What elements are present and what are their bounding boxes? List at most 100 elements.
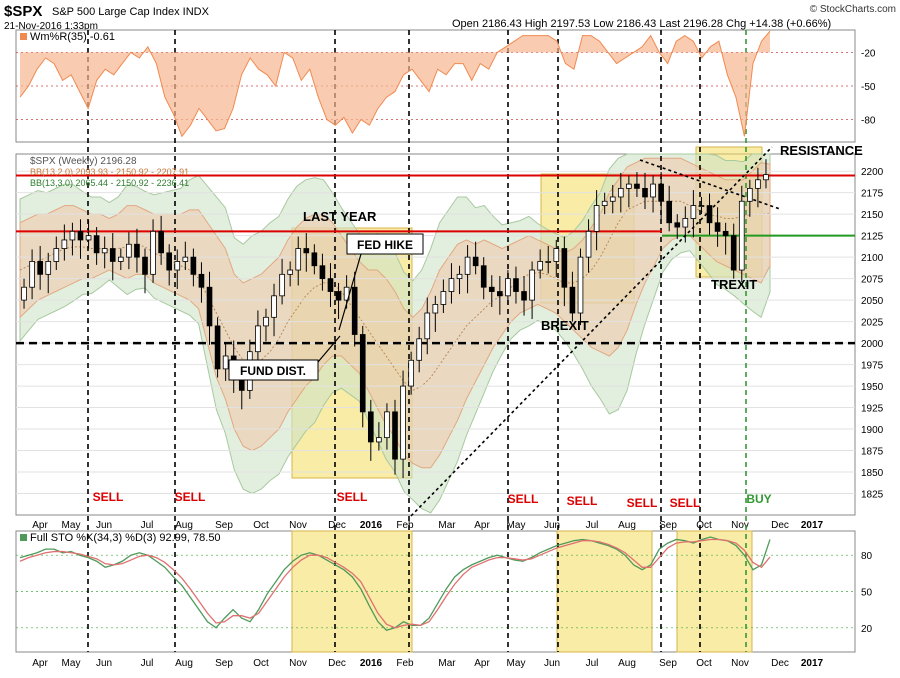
candle-body xyxy=(29,261,35,288)
wmr-line xyxy=(19,30,771,138)
wmr-legend-swatch xyxy=(20,33,27,40)
price-x-tick-label: Oct xyxy=(696,520,712,531)
candle-body xyxy=(609,196,616,202)
price-tick-label: 2200 xyxy=(861,167,884,178)
fund-dist-box xyxy=(228,359,319,381)
price-tick-label: 2075 xyxy=(861,275,884,286)
candle-body xyxy=(593,205,600,232)
candle-body xyxy=(69,230,76,241)
candle-body xyxy=(488,286,495,292)
wmr-tick-label: -20 xyxy=(861,48,876,59)
candle-body xyxy=(335,291,342,301)
candle-body xyxy=(376,437,382,443)
candle-body xyxy=(674,222,681,228)
price-x-tick-label: Dec xyxy=(771,520,789,531)
candle-body xyxy=(448,278,455,292)
candle-body xyxy=(384,411,390,439)
candle-body xyxy=(392,411,398,460)
price-x-tick-label: Sep xyxy=(215,520,233,531)
price-tick-label: 2150 xyxy=(861,210,884,221)
price-x-tick-label: Dec xyxy=(328,520,346,531)
candle-body xyxy=(109,248,116,262)
fund-dist-pointer xyxy=(317,335,341,363)
price-tick-label: 2125 xyxy=(861,232,884,243)
stochastic-x-tick-label: May xyxy=(62,658,81,669)
candle-body xyxy=(327,278,334,292)
candle-body xyxy=(255,325,261,353)
stochastic-x-tick-label: Apr xyxy=(474,658,490,669)
price-x-tick-label: Nov xyxy=(289,520,307,531)
price-x-tick-label: Aug xyxy=(175,520,193,531)
candle-body xyxy=(730,235,737,271)
candle-body xyxy=(545,261,552,263)
stochastic-legend-swatch xyxy=(20,534,27,541)
price-x-tick-label: Nov xyxy=(731,520,749,531)
wmr-legend: Wm%R(35) -0.61 xyxy=(30,31,115,43)
candle-body xyxy=(21,286,27,301)
candle-body xyxy=(190,256,197,275)
candle-body xyxy=(763,174,769,181)
sell-label: SELL xyxy=(175,490,206,504)
symbol-description: S&P 500 Large Cap Index INDX xyxy=(52,6,210,18)
candle-body xyxy=(714,222,721,232)
wmr-overbought-fill xyxy=(20,31,770,137)
resistance-label: RESISTANCE xyxy=(780,143,863,158)
price-tick-label: 1925 xyxy=(861,404,884,415)
candle-body xyxy=(134,243,140,258)
price-tick-label: 1825 xyxy=(861,490,884,501)
candle-body xyxy=(650,183,656,198)
quote-summary: Open 2186.43 High 2197.53 Low 2186.43 La… xyxy=(452,18,831,30)
candle-body xyxy=(464,256,471,275)
candle-body xyxy=(585,230,592,258)
price-legend-3: BB(13,3.0) 2065.44 - 2150.92 - 2236.41 xyxy=(30,178,189,188)
candle-body xyxy=(505,278,511,297)
candle-body xyxy=(424,312,431,340)
candle-body xyxy=(747,187,753,202)
wmr-tick-label: -80 xyxy=(861,116,876,127)
candle-body xyxy=(367,411,374,443)
candle-body xyxy=(561,248,568,288)
price-x-tick-label: 2017 xyxy=(801,520,824,531)
stochastic-x-tick-label: Oct xyxy=(253,658,269,669)
candle-body xyxy=(472,256,479,267)
stochastic-x-tick-label: Aug xyxy=(175,658,193,669)
candle-body xyxy=(45,261,52,275)
candle-body xyxy=(271,295,277,318)
candle-body xyxy=(698,205,705,207)
candle-body xyxy=(174,261,181,271)
candle-body xyxy=(142,256,148,275)
stochastic-x-tick-label: Sep xyxy=(659,658,677,669)
candle-body xyxy=(553,248,560,262)
candle-body xyxy=(682,218,689,228)
candle-body xyxy=(722,230,729,237)
price-x-tick-label: May xyxy=(62,520,81,531)
stochastic-tick-label: 80 xyxy=(861,551,873,562)
uptrend-line xyxy=(410,146,773,517)
price-x-tick-label: Apr xyxy=(32,520,48,531)
price-x-tick-label: Jul xyxy=(141,520,154,531)
candle-body xyxy=(101,248,108,254)
price-x-tick-label: Sep xyxy=(659,520,677,531)
candle-body xyxy=(497,291,503,297)
candle-body xyxy=(182,256,189,262)
candle-body xyxy=(706,205,713,224)
candle-body xyxy=(440,291,447,305)
stochastic-highlight-box xyxy=(676,530,753,653)
stochastic-x-tick-label: May xyxy=(507,658,526,669)
candle-body xyxy=(521,291,527,301)
price-legend-2: BB(13,2.0) 2093.93 - 2150.92 - 2207.91 xyxy=(30,167,189,177)
price-x-tick-label: Jun xyxy=(544,520,560,531)
candle-body xyxy=(303,248,310,254)
candle-body xyxy=(666,200,673,224)
price-tick-label: 2100 xyxy=(861,253,884,264)
candle-body xyxy=(529,269,535,301)
candle-body xyxy=(295,248,302,271)
price-tick-label: 2050 xyxy=(861,296,884,307)
price-tick-label: 2000 xyxy=(861,339,884,350)
sell-label: SELL xyxy=(337,490,368,504)
candle-body xyxy=(222,355,229,370)
stochastic-x-tick-label: Nov xyxy=(731,658,749,669)
candle-body xyxy=(480,265,487,288)
